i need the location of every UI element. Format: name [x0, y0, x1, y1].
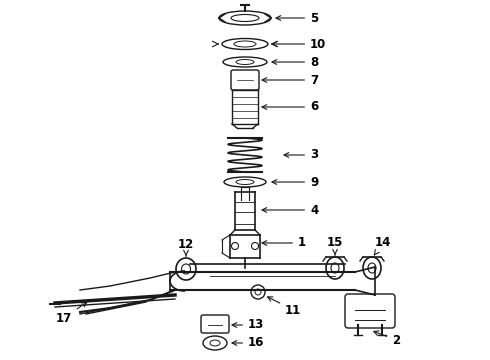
Text: 16: 16 [232, 337, 265, 350]
Text: 7: 7 [262, 73, 318, 86]
Text: 17: 17 [56, 302, 87, 324]
Text: 13: 13 [232, 319, 264, 332]
Text: 8: 8 [272, 55, 318, 68]
Text: 15: 15 [327, 237, 343, 255]
Text: 6: 6 [262, 100, 318, 113]
Text: 14: 14 [374, 237, 392, 255]
Text: 12: 12 [178, 238, 194, 256]
Text: 4: 4 [262, 203, 318, 216]
Text: 3: 3 [284, 148, 318, 162]
Text: 2: 2 [374, 331, 400, 346]
Text: 1: 1 [262, 237, 306, 249]
Text: 5: 5 [276, 12, 318, 24]
Text: 9: 9 [272, 175, 318, 189]
Text: 11: 11 [268, 297, 301, 316]
Text: 10: 10 [272, 37, 326, 50]
